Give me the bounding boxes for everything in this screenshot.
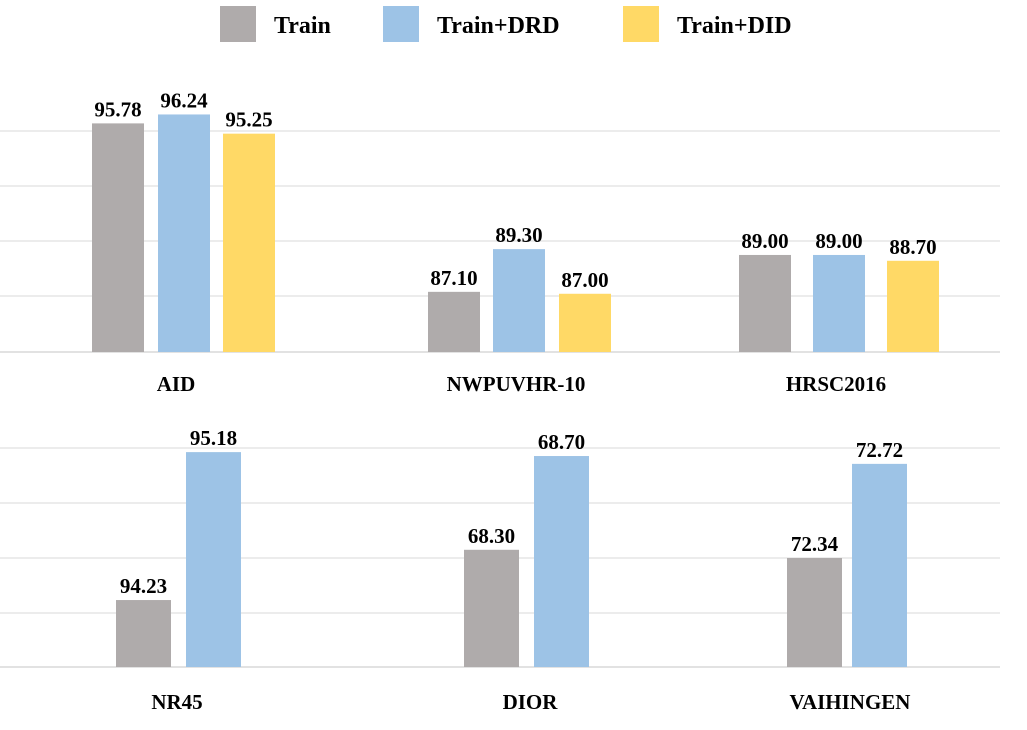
data-label-aid-train-drd: 96.24	[160, 88, 208, 112]
data-label-aid-train: 95.78	[94, 97, 141, 121]
data-label-vaihingen-train-drd: 72.72	[856, 438, 903, 462]
bar-vaihingen-train	[787, 558, 842, 667]
data-label-nwpuvhr-10-train-did: 87.00	[561, 268, 608, 292]
data-label-nr45-train: 94.23	[120, 574, 167, 598]
bar-vaihingen-train-drd	[852, 463, 907, 667]
category-label-nwpuvhr-10: NWPUVHR-10	[447, 372, 586, 396]
legend-label-train: Train	[274, 13, 331, 39]
legend-label-train-did: Train+DID	[677, 13, 792, 39]
bar-aid-train-drd	[158, 114, 210, 352]
chart-panel-top: 95.78 96.24 95.25 AID 87.10 89.30 87.00 NWPUVHR…	[0, 88, 1000, 396]
bar-hrsc2016-train	[739, 254, 791, 352]
bar-nwpuvhr-10-train-did	[559, 293, 611, 352]
legend-swatch-train	[220, 6, 256, 42]
legend-swatch-train-drd	[383, 6, 419, 42]
legend: Train Train+DRD Train+DID	[220, 6, 792, 42]
data-label-dior-train: 68.30	[468, 524, 515, 548]
bar-aid-train	[92, 123, 144, 352]
bar-nr45-train-drd	[186, 452, 241, 667]
data-label-vaihingen-train: 72.34	[791, 532, 839, 556]
data-label-nwpuvhr-10-train-drd: 89.30	[495, 223, 542, 247]
data-label-hrsc2016-train: 89.00	[741, 229, 788, 253]
legend-swatch-train-did	[623, 6, 659, 42]
category-label-hrsc2016: HRSC2016	[786, 372, 886, 396]
bar-nwpuvhr-10-train	[428, 291, 480, 352]
bar-aid-train-did	[223, 133, 275, 352]
category-label-vaihingen: VAIHINGEN	[790, 690, 911, 714]
data-label-dior-train-drd: 68.70	[538, 430, 585, 454]
bar-dior-train	[464, 549, 519, 667]
bar-hrsc2016-train-did	[887, 260, 939, 352]
legend-label-train-drd: Train+DRD	[437, 13, 560, 39]
data-label-nwpuvhr-10-train: 87.10	[430, 266, 477, 290]
chart-panel-bottom: 94.23 95.18 NR45 68.30 68.70 DIOR 72.34 72.72 VA…	[0, 426, 1000, 714]
category-label-nr45: NR45	[151, 690, 202, 714]
data-label-aid-train-did: 95.25	[225, 108, 272, 132]
bar-nwpuvhr-10-train-drd	[493, 249, 545, 352]
bar-hrsc2016-train-drd	[813, 254, 865, 352]
category-label-aid: AID	[157, 372, 196, 396]
data-label-nr45-train-drd: 95.18	[190, 426, 237, 450]
category-label-dior: DIOR	[503, 690, 559, 714]
bar-nr45-train	[116, 600, 171, 667]
data-label-hrsc2016-train-drd: 89.00	[815, 229, 862, 253]
data-label-hrsc2016-train-did: 88.70	[889, 235, 936, 259]
bar-dior-train-drd	[534, 456, 589, 667]
